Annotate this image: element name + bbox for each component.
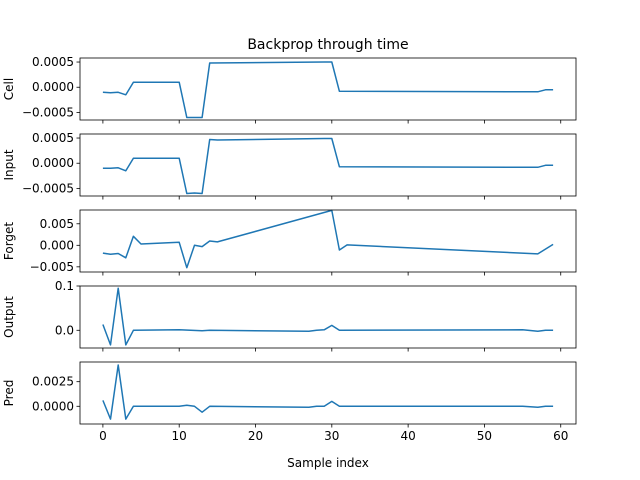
xtick-label: 40 (400, 429, 415, 443)
cell-ytick-label: 0.0000 (32, 80, 74, 94)
panel-output: 0.0 0.1 Output (2, 279, 577, 352)
panel-forget: −0.005 0.000 0.005 Forget (2, 209, 577, 276)
xtick-label: 0 (99, 429, 107, 443)
panel-pred: 0.0000 0.0025 0 10 20 30 40 50 60 Pred (2, 361, 577, 443)
xtick-label: 10 (172, 429, 187, 443)
panel-cell: −0.0005 0.0000 0.0005 Cell (2, 55, 577, 124)
output-y-axis-label: Output (2, 296, 16, 338)
output-ytick-label: 0.0 (55, 323, 74, 337)
input-ytick-label: 0.0005 (32, 131, 74, 145)
forget-ytick-label: 0.000 (40, 238, 74, 252)
cell-ytick-label: 0.0005 (32, 55, 74, 69)
pred-ytick-label: 0.0025 (32, 375, 74, 389)
forget-y-axis-label: Forget (2, 222, 16, 261)
chart-title: Backprop through time (247, 37, 408, 53)
xtick-label: 60 (553, 429, 568, 443)
input-ytick-label: 0.0000 (32, 156, 74, 170)
cell-axes-frame (79, 57, 577, 121)
panel-input: −0.0005 0.0000 0.0005 Input (2, 131, 577, 200)
output-series-line (102, 287, 554, 346)
output-ytick-label: 0.1 (55, 279, 74, 293)
forget-axes-frame (79, 209, 577, 273)
input-axes-frame (79, 133, 577, 197)
output-axes-frame (79, 285, 577, 349)
pred-axes-frame (79, 361, 577, 425)
cell-ytick-label: −0.0005 (22, 105, 74, 119)
panels: −0.00050.00000.0005Cell−0.00050.00000.00… (2, 55, 577, 443)
forget-ytick-label: 0.005 (40, 217, 74, 231)
x-axis-label: Sample index (287, 456, 369, 470)
xtick-label: 30 (324, 429, 339, 443)
cell-y-axis-label: Cell (2, 78, 16, 100)
forget-series-line (102, 209, 554, 269)
pred-y-axis-label: Pred (2, 380, 16, 407)
forget-ytick-label: −0.005 (30, 260, 74, 274)
pred-series-line (102, 364, 554, 420)
input-series-line (102, 137, 554, 195)
cell-series-line (102, 61, 554, 119)
pred-ytick-label: 0.0000 (32, 399, 74, 413)
input-ytick-label: −0.0005 (22, 181, 74, 195)
xtick-label: 20 (248, 429, 263, 443)
input-y-axis-label: Input (2, 149, 16, 180)
xtick-label: 50 (477, 429, 492, 443)
